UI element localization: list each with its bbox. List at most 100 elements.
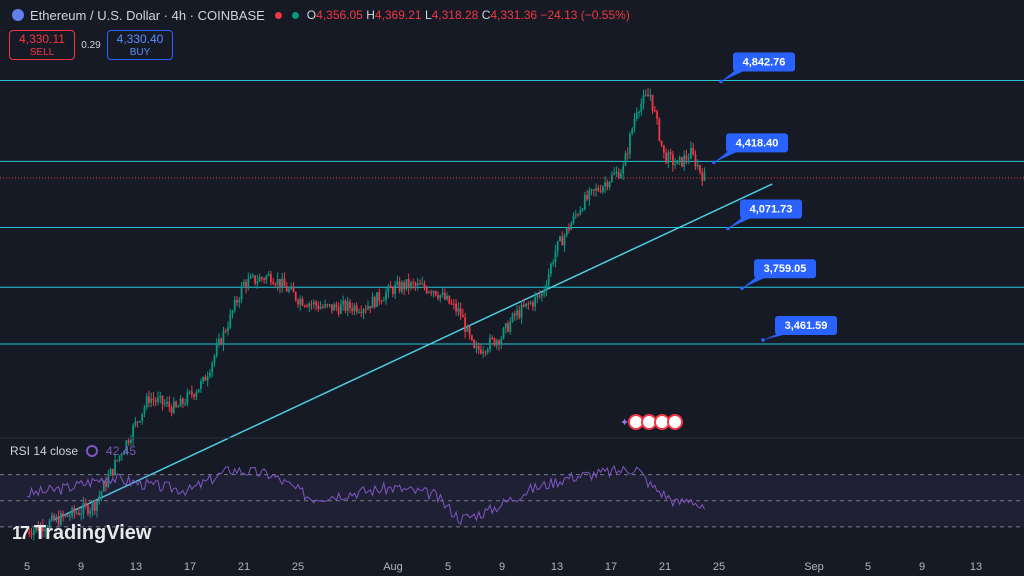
candle-body xyxy=(297,299,299,305)
candle-body xyxy=(389,285,392,289)
candle-body xyxy=(32,529,35,536)
symbol-title[interactable]: Ethereum / U.S. Dollar · 4h · COINBASE xyxy=(30,7,265,23)
candle-body xyxy=(46,527,49,530)
x-tick-label: 21 xyxy=(659,561,671,573)
candle-body xyxy=(570,223,573,230)
candle-body xyxy=(312,301,315,304)
candle-body xyxy=(125,440,128,452)
candle-body xyxy=(218,338,220,345)
economic-events[interactable]: ✦ xyxy=(620,414,684,430)
candle-body xyxy=(308,303,311,307)
x-tick-label: 13 xyxy=(970,561,982,573)
candle-body xyxy=(299,298,302,305)
candle-body xyxy=(531,302,534,307)
candle-body xyxy=(568,227,570,230)
sell-button[interactable]: 4,330.11 SELL xyxy=(9,30,75,60)
tradingview-logo-mark: 17 xyxy=(12,523,30,543)
candle-body xyxy=(631,128,634,134)
rsi-label[interactable]: RSI 14 close xyxy=(10,444,79,458)
candle-body xyxy=(552,262,555,264)
candle-body xyxy=(301,298,304,306)
x-tick-label: 9 xyxy=(78,561,84,573)
candle-body xyxy=(150,398,153,403)
candle-body xyxy=(513,313,516,316)
candle-body xyxy=(116,460,119,462)
sell-label: SELL xyxy=(29,47,55,58)
candle-body xyxy=(80,513,83,515)
candle-body xyxy=(629,133,631,154)
candle-body xyxy=(44,529,46,532)
candle-body xyxy=(134,421,137,426)
candle-body xyxy=(516,310,518,316)
candle-body xyxy=(364,309,367,311)
callout-anchor xyxy=(740,286,744,290)
candle-body xyxy=(306,305,308,307)
candle-body xyxy=(294,292,297,300)
candle-body xyxy=(590,189,593,191)
candle-body xyxy=(272,282,275,285)
candle-body xyxy=(696,165,699,167)
candle-body xyxy=(527,303,530,305)
candle-body xyxy=(376,292,378,307)
chart-header: Ethereum / U.S. Dollar · 4h · COINBASE O… xyxy=(0,0,1024,30)
x-axis: 5 9 13 17 21 25 Aug 5 9 13 17 21 25 Sep 5 9 13 xyxy=(24,561,982,573)
rsi-settings-icon[interactable] xyxy=(86,445,99,457)
candle-body xyxy=(608,181,611,187)
candle-body xyxy=(400,282,403,292)
candle-body xyxy=(583,194,586,210)
x-tick-label: 9 xyxy=(499,561,505,573)
candle-body xyxy=(211,362,214,373)
candle-body xyxy=(681,157,683,167)
candle-body xyxy=(398,281,401,292)
candle-body xyxy=(446,295,448,300)
candles xyxy=(26,88,706,541)
us-flag-icon[interactable] xyxy=(667,414,684,430)
candle-body xyxy=(186,392,189,404)
candle-body xyxy=(581,209,584,211)
candle-body xyxy=(504,323,507,329)
buy-button[interactable]: 4,330.40 BUY xyxy=(107,30,173,60)
candle-body xyxy=(62,513,65,517)
callout-pointer xyxy=(728,217,752,229)
candle-body xyxy=(152,398,155,401)
candle-body xyxy=(141,413,144,422)
candle-body xyxy=(410,282,412,288)
candle-body xyxy=(556,241,559,252)
candle-body xyxy=(251,275,254,277)
candle-body xyxy=(550,263,552,274)
level-callout: 3,461.59 xyxy=(761,315,837,342)
candle-body xyxy=(660,140,663,146)
high-value: 4,369.21 xyxy=(374,8,422,22)
level-callout: 4,842.76 xyxy=(719,52,795,84)
open-label: O xyxy=(306,8,317,22)
candle-body xyxy=(651,94,654,111)
candle-body xyxy=(599,190,602,192)
candle-body xyxy=(100,491,103,497)
candle-body xyxy=(470,335,473,340)
candle-body xyxy=(649,94,652,97)
candle-body xyxy=(391,288,394,294)
callout-box xyxy=(733,52,795,72)
x-tick-label: 17 xyxy=(184,561,196,573)
candle-body xyxy=(448,295,451,304)
candle-body xyxy=(120,454,123,456)
candle-body xyxy=(541,293,543,297)
candle-body xyxy=(206,376,209,381)
trendline xyxy=(53,183,773,521)
callout-box xyxy=(740,199,802,219)
buy-label: BUY xyxy=(129,47,151,58)
candle-body xyxy=(480,349,482,354)
candle-body xyxy=(288,289,290,292)
candle-body xyxy=(545,285,548,291)
candle-body xyxy=(703,172,706,181)
candle-body xyxy=(690,147,692,159)
candle-body xyxy=(373,296,376,307)
candle-body xyxy=(78,512,80,515)
level-callouts[interactable]: 4,842.76 4,418.40 4,071.73 3,759.05 3,461.59 xyxy=(712,52,837,342)
candle-body xyxy=(437,295,439,299)
tradingview-logo[interactable]: 17 TradingView xyxy=(12,522,151,545)
candle-body xyxy=(432,291,435,294)
candle-body xyxy=(184,403,186,405)
